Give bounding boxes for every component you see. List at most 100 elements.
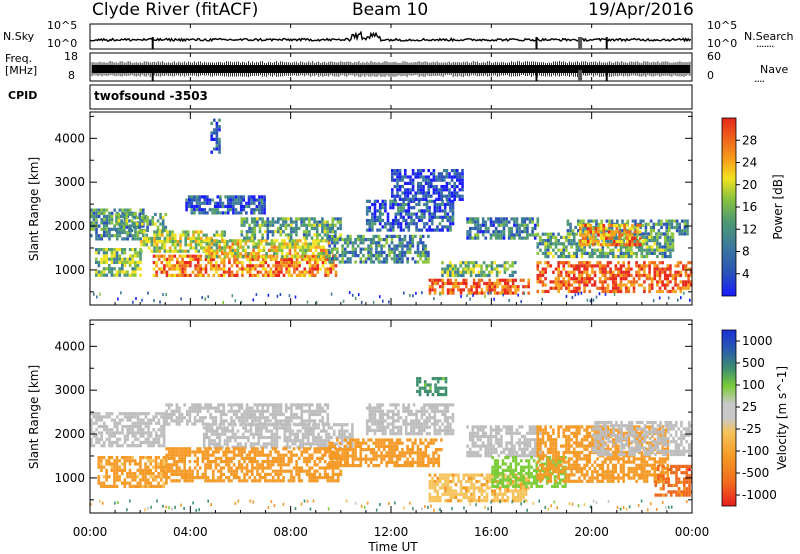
scatter-cell [431, 278, 434, 282]
scatter-cell [339, 223, 342, 227]
scatter-cell [204, 267, 208, 271]
scatter-cell [687, 280, 690, 284]
scatter-cell [644, 232, 648, 236]
scatter-cell [142, 234, 145, 238]
scatter-cell [549, 235, 553, 239]
scatter-cell [649, 232, 653, 236]
scatter-cell [377, 250, 381, 254]
scatter-cell [201, 460, 205, 464]
scatter-cell [614, 245, 618, 249]
scatter-cell [559, 255, 563, 259]
scatter-cell [296, 255, 300, 259]
scatter-cell [134, 437, 137, 441]
scatter-cell [95, 270, 98, 274]
scatter-cell [416, 250, 420, 254]
scatter-cell [567, 239, 571, 243]
scatter-cell [384, 225, 387, 229]
scatter-cell [229, 195, 233, 199]
scatter-cell [330, 260, 334, 264]
scatter-cell [487, 226, 490, 231]
nsky-trace [89, 30, 692, 49]
scatter-cell [113, 478, 116, 482]
scatter-cell [279, 217, 283, 221]
scatter-cell [515, 223, 519, 227]
scatter-cell [436, 281, 439, 286]
scatter-cell [128, 468, 132, 472]
scatter-cell [167, 422, 171, 426]
scatter-cell [283, 439, 287, 443]
scatter-cell [167, 403, 171, 407]
scatter-cell [300, 419, 304, 423]
scatter-cell [108, 444, 111, 448]
scatter-cell [302, 233, 306, 237]
scatter-cell [513, 223, 516, 227]
scatter-cell [589, 223, 593, 228]
scatter-cell [215, 252, 219, 256]
scatter-cell [257, 429, 261, 433]
scatter-cell [658, 245, 662, 249]
scatter-cell [273, 445, 276, 449]
scatter-cell [354, 260, 357, 264]
scatter-cell [115, 468, 119, 472]
scatter-cell [410, 218, 413, 223]
scatter-cell [427, 250, 430, 254]
scatter-cell [546, 248, 550, 252]
scatter-cell [218, 144, 221, 148]
scatter-cell [578, 277, 581, 281]
scatter-cell [274, 416, 277, 420]
scatter-cell [622, 261, 625, 265]
scatter-cell [333, 254, 337, 258]
scatter-cell [115, 270, 119, 274]
scatter-cell [204, 264, 208, 268]
scatter-cell [569, 229, 572, 233]
scatter-cell [105, 475, 108, 479]
scatter-cell [264, 257, 268, 261]
scatter-cell [443, 194, 446, 198]
scatter-cell [159, 459, 163, 463]
scatter-cell [549, 239, 553, 243]
scatter-cell [364, 238, 368, 242]
scatter-cell [100, 481, 103, 485]
scatter-cell [283, 239, 287, 243]
scatter-cell [165, 419, 168, 423]
scatter-cell [162, 424, 166, 429]
scatter-cell [427, 194, 430, 198]
scatter-cell [437, 172, 441, 176]
scatter-cell [665, 219, 668, 223]
scatter-cell [222, 406, 225, 410]
scatter-cell [539, 273, 542, 278]
scatter-cell [495, 270, 499, 274]
scatter-cell [567, 289, 571, 294]
scatter-cell [138, 225, 142, 229]
scatter-cell [407, 222, 411, 226]
scatter-cell [192, 233, 195, 237]
scatter-cell [544, 261, 547, 265]
scatter-cell [599, 243, 603, 247]
scatter-cell [669, 264, 672, 268]
scatter-cell [571, 229, 575, 233]
scatter-cell [639, 219, 642, 223]
scatter-cell [323, 226, 327, 231]
scatter-cell [146, 484, 150, 488]
scatter-cell [97, 251, 101, 255]
scatter-cell [598, 280, 602, 284]
scatter-cell [319, 439, 323, 443]
scatter-cell [258, 419, 262, 423]
scatter-cell [90, 412, 93, 416]
scatter-cell [262, 435, 266, 440]
scatter-cell [378, 215, 382, 219]
scatter-cell [145, 236, 148, 240]
scatter-cell [173, 472, 176, 476]
scatter-cell [346, 244, 350, 248]
scatter-cell [254, 252, 258, 256]
scatter-cell [377, 238, 381, 242]
scatter-cell [669, 251, 672, 255]
scatter-cell [229, 204, 233, 209]
scatter-cell [500, 223, 503, 227]
scatter-cell [507, 226, 511, 231]
scatter-cell [314, 442, 318, 446]
scatter-cell [139, 431, 142, 435]
scatter-cell [304, 429, 307, 433]
scatter-cell [113, 462, 116, 466]
